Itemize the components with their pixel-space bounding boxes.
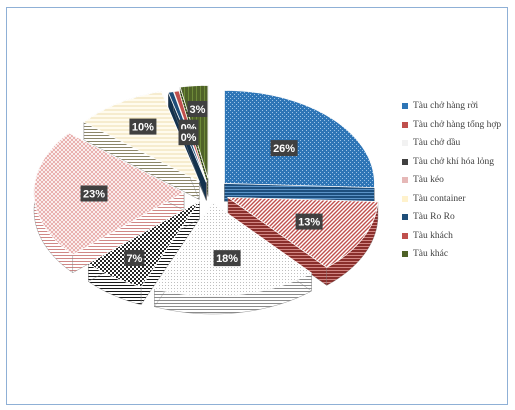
pie-slice-top — [33, 132, 185, 256]
legend-item: Tàu kéo — [402, 171, 512, 190]
legend-label: Tàu Ro Ro — [413, 212, 455, 223]
data-label-1: 26% — [270, 140, 298, 157]
data-label-text: 26% — [273, 143, 295, 155]
legend-label: Tàu khác — [413, 249, 449, 260]
pie-slice-7 — [167, 91, 207, 201]
legend-item: Tàu khác — [402, 245, 512, 264]
data-label-6: 10% — [129, 118, 157, 135]
legend-swatch — [402, 140, 408, 147]
data-label-box — [129, 118, 157, 135]
legend-swatch — [402, 103, 408, 110]
data-label-text: 10% — [132, 122, 154, 134]
legend-item: Tàu chở dầu — [402, 134, 512, 153]
legend-item: Tàu container — [402, 190, 512, 209]
data-label-box — [80, 185, 108, 202]
data-label-2: 13% — [295, 213, 323, 230]
legend-swatch — [402, 232, 408, 239]
data-label-text: 3% — [190, 104, 206, 116]
data-label-box — [295, 213, 323, 230]
data-label-box — [213, 250, 241, 267]
pie-slice-top — [224, 90, 375, 189]
legend-label: Tàu chở khí hóa lỏng — [413, 156, 495, 167]
data-label-5: 23% — [80, 185, 108, 202]
legend-label: Tàu kéo — [413, 175, 444, 186]
pie-slice-2 — [226, 196, 379, 286]
data-label-4: 7% — [124, 249, 145, 266]
legend-swatch — [402, 251, 408, 258]
legend-swatch — [402, 214, 408, 221]
legend-swatch — [402, 158, 408, 165]
legend-swatch — [402, 177, 408, 184]
legend-item: Tàu chở khí hóa lỏng — [402, 153, 512, 172]
data-label-box — [187, 100, 208, 117]
pie-slice-top — [153, 202, 313, 297]
legend-label: Tàu chở hàng rời — [413, 101, 479, 112]
data-label-box — [178, 129, 199, 146]
legend-label: Tàu khách — [413, 230, 453, 241]
pie-slice-4 — [87, 200, 200, 306]
legend-item: Tàu chở hàng rời — [402, 97, 512, 116]
data-label-9: 3% — [187, 100, 208, 117]
legend-swatch — [402, 195, 408, 202]
legend-label: Tàu container — [413, 193, 466, 204]
pie-slice-3 — [153, 202, 313, 315]
legend-label: Tàu chở dầu — [413, 138, 461, 149]
legend-label: Tàu chở hàng tổng hợp — [413, 119, 502, 130]
data-label-text: 13% — [298, 217, 320, 229]
data-label-text: 0% — [181, 132, 197, 144]
pie-slice-5 — [33, 132, 185, 274]
data-label-text: 18% — [216, 253, 238, 265]
data-label-3: 18% — [213, 250, 241, 267]
legend-swatch — [402, 121, 408, 128]
data-label-text: 7% — [126, 253, 142, 265]
pie-slice-6 — [83, 91, 201, 200]
data-label-box — [124, 249, 145, 266]
chart-legend: Tàu chở hàng rời Tàu chở hàng tổng hợp Tàu… — [402, 97, 512, 264]
data-label-box — [270, 140, 298, 157]
legend-item: Tàu chở hàng tổng hợp — [402, 116, 512, 135]
legend-item: Tàu Ro Ro — [402, 208, 512, 227]
pie-slice-top — [83, 91, 201, 183]
data-label-7: 0% — [178, 129, 199, 146]
pie-slice-top — [226, 196, 379, 268]
pie-slice-1 — [224, 90, 375, 206]
pie-slice-top — [87, 200, 200, 288]
legend-item: Tàu khách — [402, 227, 512, 246]
data-label-text: 23% — [83, 188, 105, 200]
